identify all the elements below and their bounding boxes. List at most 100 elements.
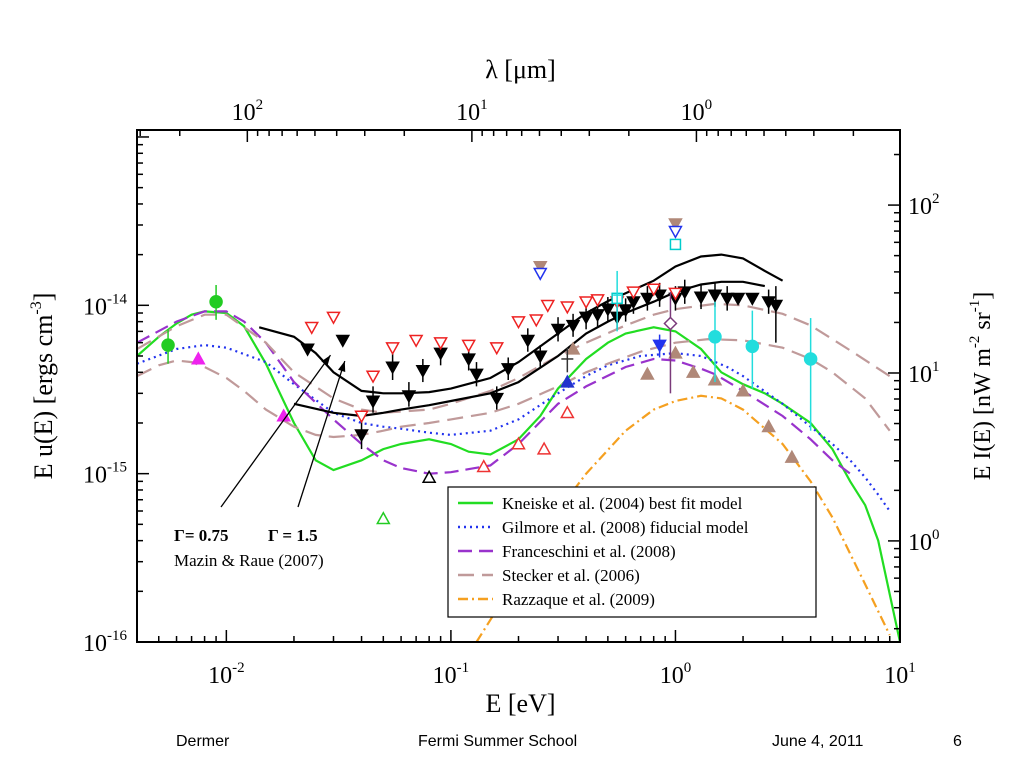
marker-triangle-down bbox=[469, 368, 484, 382]
top-tick-label: 100 bbox=[681, 97, 713, 126]
data-point-47 bbox=[719, 286, 735, 311]
data-point-53 bbox=[326, 311, 341, 325]
data-point-12 bbox=[668, 345, 683, 359]
annotation-gamma-075: Γ= 0.75 bbox=[174, 526, 229, 545]
marker-triangle-up bbox=[191, 351, 206, 365]
marker-triangle-down bbox=[489, 342, 505, 356]
arrow-shaft bbox=[297, 360, 346, 508]
footer-event: Fermi Summer School bbox=[418, 733, 578, 750]
data-point-34 bbox=[565, 313, 581, 337]
marker-triangle-down bbox=[565, 319, 581, 333]
legend-label: Stecker et al. (2006) bbox=[502, 566, 640, 585]
legend-entry-4: Razzaque et al. (2009) bbox=[458, 590, 655, 609]
marker-triangle-down bbox=[415, 364, 431, 379]
marker-triangle-down bbox=[532, 267, 548, 281]
data-point-7 bbox=[511, 436, 526, 450]
legend-label: Razzaque et al. (2009) bbox=[502, 590, 655, 609]
data-point-18 bbox=[565, 341, 581, 355]
marker-triangle-down bbox=[652, 339, 667, 353]
data-point-11 bbox=[640, 366, 655, 380]
legend-entry-3: Stecker et al. (2006) bbox=[458, 566, 640, 585]
data-point-60 bbox=[511, 316, 526, 330]
arrow-head bbox=[321, 355, 331, 366]
data-point-83 bbox=[613, 270, 622, 332]
data-point-17 bbox=[784, 449, 800, 463]
data-point-54 bbox=[365, 370, 381, 384]
data-point-65 bbox=[590, 294, 605, 308]
marker-triangle-up bbox=[565, 341, 581, 355]
marker-circle bbox=[745, 339, 760, 354]
marker-triangle-up bbox=[376, 511, 391, 525]
marker-triangle-down bbox=[707, 289, 723, 303]
data-point-16 bbox=[761, 419, 776, 433]
annotation-layer: Γ= 0.75 Γ = 1.5 Mazin & Raue (2007) bbox=[174, 354, 346, 570]
marker-triangle-down bbox=[719, 292, 735, 306]
marker-triangle-down bbox=[304, 321, 320, 335]
data-point-28 bbox=[469, 362, 484, 387]
marker-circle bbox=[161, 338, 175, 352]
data-point-73 bbox=[668, 218, 683, 232]
marker-triangle-down bbox=[540, 299, 556, 313]
annotation-gamma-15: Γ = 1.5 bbox=[268, 526, 318, 545]
marker-triangle-down bbox=[354, 410, 369, 424]
x-tick-label: 10-1 bbox=[433, 660, 470, 689]
data-point-79 bbox=[663, 291, 678, 394]
right-tick-label: 100 bbox=[908, 527, 940, 556]
marker-triangle-up bbox=[685, 364, 701, 378]
marker-triangle-down bbox=[529, 314, 544, 328]
marker-triangle-down bbox=[668, 218, 683, 232]
marker-triangle-down bbox=[385, 361, 400, 375]
legend-entry-2: Franceschini et al. (2008) bbox=[458, 542, 676, 561]
data-point-64 bbox=[578, 296, 594, 310]
marker-triangle-down bbox=[550, 323, 566, 337]
axes-layer: 10-2 10-1 100 101 102 101 100 10-16 10-15 10-14 10… bbox=[28, 55, 996, 718]
data-point-45 bbox=[693, 285, 709, 310]
series-line-7 bbox=[293, 280, 766, 418]
data-point-6 bbox=[476, 459, 491, 473]
right-tick-label: 102 bbox=[908, 191, 940, 220]
data-point-23 bbox=[385, 353, 400, 381]
marker-triangle-down bbox=[461, 339, 476, 353]
marker-triangle-down bbox=[461, 353, 476, 367]
marker-triangle-down bbox=[590, 294, 605, 308]
footer-page-number: 6 bbox=[953, 733, 962, 750]
marker-triangle-down bbox=[578, 296, 594, 310]
data-point-76 bbox=[669, 238, 682, 251]
data-point-75 bbox=[652, 334, 667, 358]
marker-triangle-up bbox=[511, 436, 526, 450]
data-point-32 bbox=[532, 345, 548, 368]
marker-triangle-down bbox=[532, 350, 548, 364]
data-point-68 bbox=[646, 283, 661, 297]
data-point-5 bbox=[421, 469, 437, 483]
data-point-1 bbox=[209, 285, 223, 320]
marker-triangle-down bbox=[401, 390, 417, 404]
data-point-82 bbox=[803, 318, 818, 431]
marker-triangle-down bbox=[578, 311, 594, 325]
data-point-19 bbox=[335, 334, 351, 348]
legend-box bbox=[447, 486, 817, 618]
marker-triangle-down bbox=[335, 334, 351, 348]
series-line-4 bbox=[137, 302, 891, 414]
marker-triangle-down bbox=[300, 343, 315, 357]
arrow-gamma-15 bbox=[297, 360, 346, 508]
data-point-42 bbox=[652, 282, 667, 307]
marker-triangle-down bbox=[693, 291, 709, 305]
data-point-9 bbox=[560, 405, 575, 419]
data-point-52 bbox=[304, 321, 320, 335]
marker-triangle-up bbox=[761, 419, 776, 433]
data-point-61 bbox=[529, 314, 544, 328]
legend-label: Kneiske et al. (2004) best fit model bbox=[502, 494, 743, 513]
data-point-55 bbox=[385, 342, 400, 356]
data-point-25 bbox=[415, 358, 431, 383]
data-point-48 bbox=[730, 292, 746, 306]
x-tick-label: 101 bbox=[884, 660, 916, 689]
data-point-81 bbox=[745, 310, 760, 389]
arrow-gamma-075 bbox=[220, 354, 332, 508]
data-point-74 bbox=[668, 225, 683, 239]
marker-triangle-down bbox=[500, 363, 516, 377]
series-line-6 bbox=[258, 253, 784, 395]
marker-triangle-down bbox=[640, 292, 655, 306]
marker-circle bbox=[803, 352, 818, 366]
marker-triangle-down bbox=[326, 311, 341, 325]
data-point-71 bbox=[532, 260, 548, 275]
